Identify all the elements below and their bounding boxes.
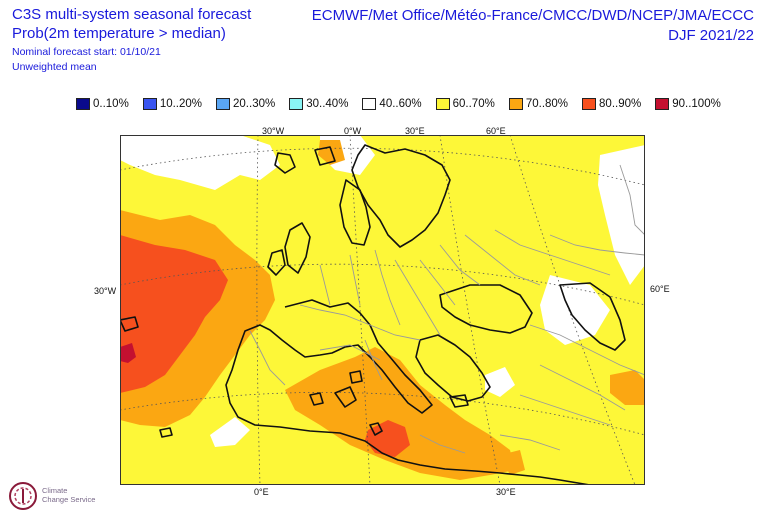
map-svg: [120, 135, 645, 485]
white-area-northeast: [598, 145, 645, 285]
mean-type: Unweighted mean: [12, 60, 97, 73]
legend-item: 10..20%: [142, 98, 203, 110]
logo-line-2: Change Service: [42, 494, 96, 504]
legend-swatch: [216, 98, 231, 110]
white-area-caspian: [485, 367, 515, 397]
white-area-east: [540, 275, 610, 345]
white-area-northwest: [120, 135, 280, 190]
legend-swatch: [435, 98, 450, 110]
coastlines: [120, 144, 626, 485]
legend-label: 0..10%: [93, 98, 129, 110]
map: [120, 135, 645, 485]
axis-top-lon-1: 30°W: [262, 126, 285, 136]
band-70-80-south-east: [500, 450, 525, 475]
title-block: C3S multi-system seasonal forecast Prob(…: [12, 6, 251, 74]
chart-title: C3S multi-system seasonal forecast: [12, 6, 252, 23]
legend-item: 30..40%: [289, 98, 348, 110]
band-80-90-atlantic: [120, 235, 228, 393]
axis-left-lon: 30°W: [94, 286, 117, 296]
season-label: DJF 2021/22: [668, 27, 754, 45]
axis-top-lon-3: 30°E: [405, 126, 425, 136]
logo-line-1: Climate: [42, 486, 68, 495]
band-80-90-libya: [365, 420, 410, 457]
legend-label: 60..70%: [452, 98, 495, 110]
legend-item: 80..90%: [582, 98, 641, 110]
centres-list: ECMWF/Met Office/Météo-France/CMCC/DWD/N…: [311, 7, 754, 24]
legend-item: 40..60%: [362, 98, 422, 110]
legend-swatch: [508, 98, 523, 110]
legend-label: 80..90%: [599, 98, 642, 110]
climate-logo-icon: [9, 482, 37, 510]
axis-bottom-lon-1: 0°E: [254, 487, 269, 497]
axis-top-lon-2: 0°W: [344, 126, 362, 136]
legend: 0..10% 10..20% 20..30% 30..40% 40..60% 60..70…: [76, 96, 735, 112]
title-right-block: ECMWF/Met Office/Météo-France/CMCC/DWD/N…: [312, 6, 754, 47]
axis-bottom-lon-2: 30°E: [496, 487, 516, 497]
axis-right-lon: 60°E: [650, 284, 670, 294]
legend-swatch: [655, 98, 670, 110]
legend-label: 40..60%: [379, 98, 422, 110]
legend-swatch: [76, 98, 90, 110]
copernicus-logo: Climate Change Service: [6, 477, 116, 517]
legend-item: 60..70%: [435, 98, 495, 110]
legend-item: 70..80%: [508, 98, 569, 110]
map-frame: [120, 135, 645, 485]
band-70-80-east-sea: [610, 370, 645, 405]
legend-swatch: [582, 98, 597, 110]
legend-item: 0..10%: [76, 98, 129, 110]
legend-swatch: [142, 98, 157, 110]
legend-item: 20..30%: [216, 98, 275, 110]
country-borders: [249, 164, 645, 454]
chart-subtitle: Prob(2m temperature > median): [12, 24, 226, 42]
legend-label: 90..100%: [672, 98, 721, 110]
forecast-start: Nominal forecast start: 01/10/21: [12, 45, 161, 58]
white-area-south: [210, 417, 250, 447]
legend-swatch: [362, 98, 377, 110]
band-90-100: [120, 343, 136, 363]
legend-swatch: [289, 98, 304, 110]
legend-label: 70..80%: [525, 98, 569, 110]
axis-top-lon-4: 60°E: [486, 126, 506, 136]
logo-text: Climate Change Service: [42, 486, 96, 504]
legend-label: 10..20%: [159, 98, 203, 110]
band-70-80-mediterranean: [285, 347, 515, 480]
legend-item: 90..100%: [655, 98, 721, 110]
legend-label: 20..30%: [233, 98, 276, 110]
legend-label: 30..40%: [306, 98, 349, 110]
